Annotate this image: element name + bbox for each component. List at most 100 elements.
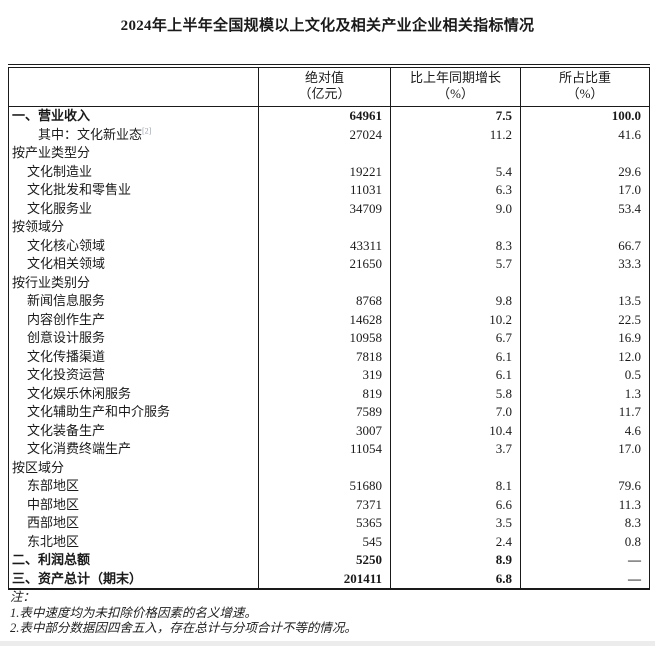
table-row: 中部地区 7371 6.6 11.3 — [9, 495, 650, 514]
row-share-value: 33.3 — [520, 255, 650, 274]
notes-heading: 注： — [10, 590, 36, 604]
col-header-absolute-line1: 绝对值 — [304, 70, 344, 85]
row-absolute-value: 7818 — [258, 347, 391, 366]
row-absolute-value: 34709 — [258, 199, 391, 218]
table-row: 西部地区 5365 3.5 8.3 — [9, 514, 650, 533]
bottom-edge-strip — [0, 641, 655, 646]
row-share-value: 22.5 — [520, 310, 650, 329]
row-label: 文化制造业 — [27, 163, 93, 179]
table-notes: 注： 1.表中速度均为未扣除价格因素的名义增速。 2.表中部分数据因四舍五入，存… — [10, 590, 640, 637]
col-header-growth: 比上年同期增长 （%） — [390, 66, 521, 107]
row-share-value: 13.5 — [520, 292, 650, 311]
row-label: 文化辅助生产和中介服务 — [27, 404, 171, 419]
row-label: 中部地区 — [27, 496, 80, 512]
table-row: 三、资产总计（期末） 201411 6.8 — — [9, 569, 650, 589]
col-header-absolute-line2: （亿元） — [298, 86, 351, 101]
table-row: 文化娱乐休闲服务 819 5.8 1.3 — [9, 384, 650, 403]
row-growth-value: 9.0 — [390, 199, 521, 218]
row-growth-value: 6.1 — [390, 347, 521, 366]
row-growth-value: 8.1 — [390, 477, 521, 496]
row-growth-value: 6.8 — [390, 569, 521, 589]
table-row: 创意设计服务 10958 6.7 16.9 — [9, 329, 650, 348]
row-share-value: 0.5 — [520, 366, 650, 385]
footnote-ref: [2] — [142, 126, 152, 136]
table-row: 文化传播渠道 7818 6.1 12.0 — [9, 347, 650, 366]
row-absolute-value: 8768 — [258, 292, 391, 311]
row-absolute-value: 14628 — [258, 310, 391, 329]
col-header-growth-line2: （%） — [437, 86, 474, 101]
row-absolute-value: 5250 — [258, 551, 391, 570]
row-share-value: — — [520, 551, 650, 570]
col-header-share-line1: 所占比重 — [558, 70, 611, 85]
col-header-indicator — [8, 66, 259, 107]
row-growth-value — [390, 144, 521, 163]
row-absolute-value — [258, 273, 391, 292]
row-share-value — [520, 273, 650, 292]
table-row: 新闻信息服务 8768 9.8 13.5 — [9, 292, 650, 311]
row-absolute-value: 19221 — [258, 162, 391, 181]
row-label: 新闻信息服务 — [27, 293, 106, 308]
row-label: 一、营业收入 — [12, 108, 91, 123]
row-label: 文化批发和零售业 — [27, 182, 132, 197]
table-row: 二、利润总额 5250 8.9 — — [9, 551, 650, 570]
row-absolute-value — [258, 144, 391, 163]
row-growth-value: 2.4 — [390, 532, 521, 551]
col-header-absolute-value: 绝对值 （亿元） — [258, 66, 391, 107]
row-label: 文化传播渠道 — [27, 348, 106, 364]
row-label: 按产业类型分 — [12, 145, 91, 160]
row-share-value: 1.3 — [520, 384, 650, 403]
row-share-value: 41.6 — [520, 125, 650, 144]
row-label: 其中：文化新业态 — [38, 126, 143, 142]
row-share-value: 79.6 — [520, 477, 650, 496]
note-line-2: 2.表中部分数据因四舍五入，存在总计与分项合计不等的情况。 — [10, 621, 357, 635]
row-absolute-value: 43311 — [258, 236, 391, 255]
col-header-share-line2: （%） — [566, 86, 604, 101]
row-absolute-value — [258, 218, 391, 237]
row-share-value: 4.6 — [520, 421, 650, 440]
row-share-value: — — [520, 569, 650, 589]
row-absolute-value: 201411 — [258, 569, 391, 589]
col-header-growth-line1: 比上年同期增长 — [409, 70, 501, 85]
row-label: 三、资产总计（期末） — [12, 570, 143, 586]
row-growth-value: 7.0 — [390, 403, 521, 422]
row-absolute-value: 545 — [258, 532, 391, 551]
row-label: 文化相关领域 — [27, 256, 106, 271]
row-label: 二、利润总额 — [12, 552, 91, 567]
row-absolute-value — [258, 458, 391, 477]
row-growth-value: 8.9 — [390, 551, 521, 570]
table-row: 文化相关领域 21650 5.7 33.3 — [9, 255, 650, 274]
table-header-row: 绝对值 （亿元） 比上年同期增长 （%） 所占比重 （%） — [8, 66, 650, 107]
row-label: 西部地区 — [27, 515, 80, 530]
row-growth-value — [390, 458, 521, 477]
row-share-value: 11.7 — [520, 403, 650, 422]
table-row: 文化批发和零售业 11031 6.3 17.0 — [9, 181, 650, 200]
row-label: 东北地区 — [27, 533, 80, 549]
table-row: 按领域分 — [9, 218, 650, 237]
row-share-value — [520, 218, 650, 237]
table-row: 一、营业收入 64961 7.5 100.0 — [9, 106, 650, 126]
row-share-value — [520, 458, 650, 477]
row-growth-value — [390, 273, 521, 292]
row-absolute-value: 7589 — [258, 403, 391, 422]
row-absolute-value: 819 — [258, 384, 391, 403]
row-growth-value: 6.3 — [390, 181, 521, 200]
row-label: 按领域分 — [12, 219, 65, 234]
row-growth-value: 5.8 — [390, 384, 521, 403]
row-label: 文化消费终端生产 — [27, 441, 132, 456]
row-label: 文化装备生产 — [27, 422, 106, 438]
row-growth-value: 3.5 — [390, 514, 521, 533]
row-growth-value: 6.6 — [390, 495, 521, 514]
table-row: 文化核心领域 43311 8.3 66.7 — [9, 236, 650, 255]
table-row: 文化服务业 34709 9.0 53.4 — [9, 199, 650, 218]
row-share-value — [520, 144, 650, 163]
table-row: 其中：文化新业态[2] 27024 11.2 41.6 — [9, 125, 650, 144]
row-share-value: 0.8 — [520, 532, 650, 551]
row-share-value: 11.3 — [520, 495, 650, 514]
table-row: 按行业类别分 — [9, 273, 650, 292]
row-absolute-value: 11054 — [258, 440, 391, 459]
row-absolute-value: 3007 — [258, 421, 391, 440]
row-growth-value: 11.2 — [390, 125, 521, 144]
row-growth-value: 8.3 — [390, 236, 521, 255]
row-share-value: 66.7 — [520, 236, 650, 255]
row-label: 文化服务业 — [27, 200, 93, 216]
